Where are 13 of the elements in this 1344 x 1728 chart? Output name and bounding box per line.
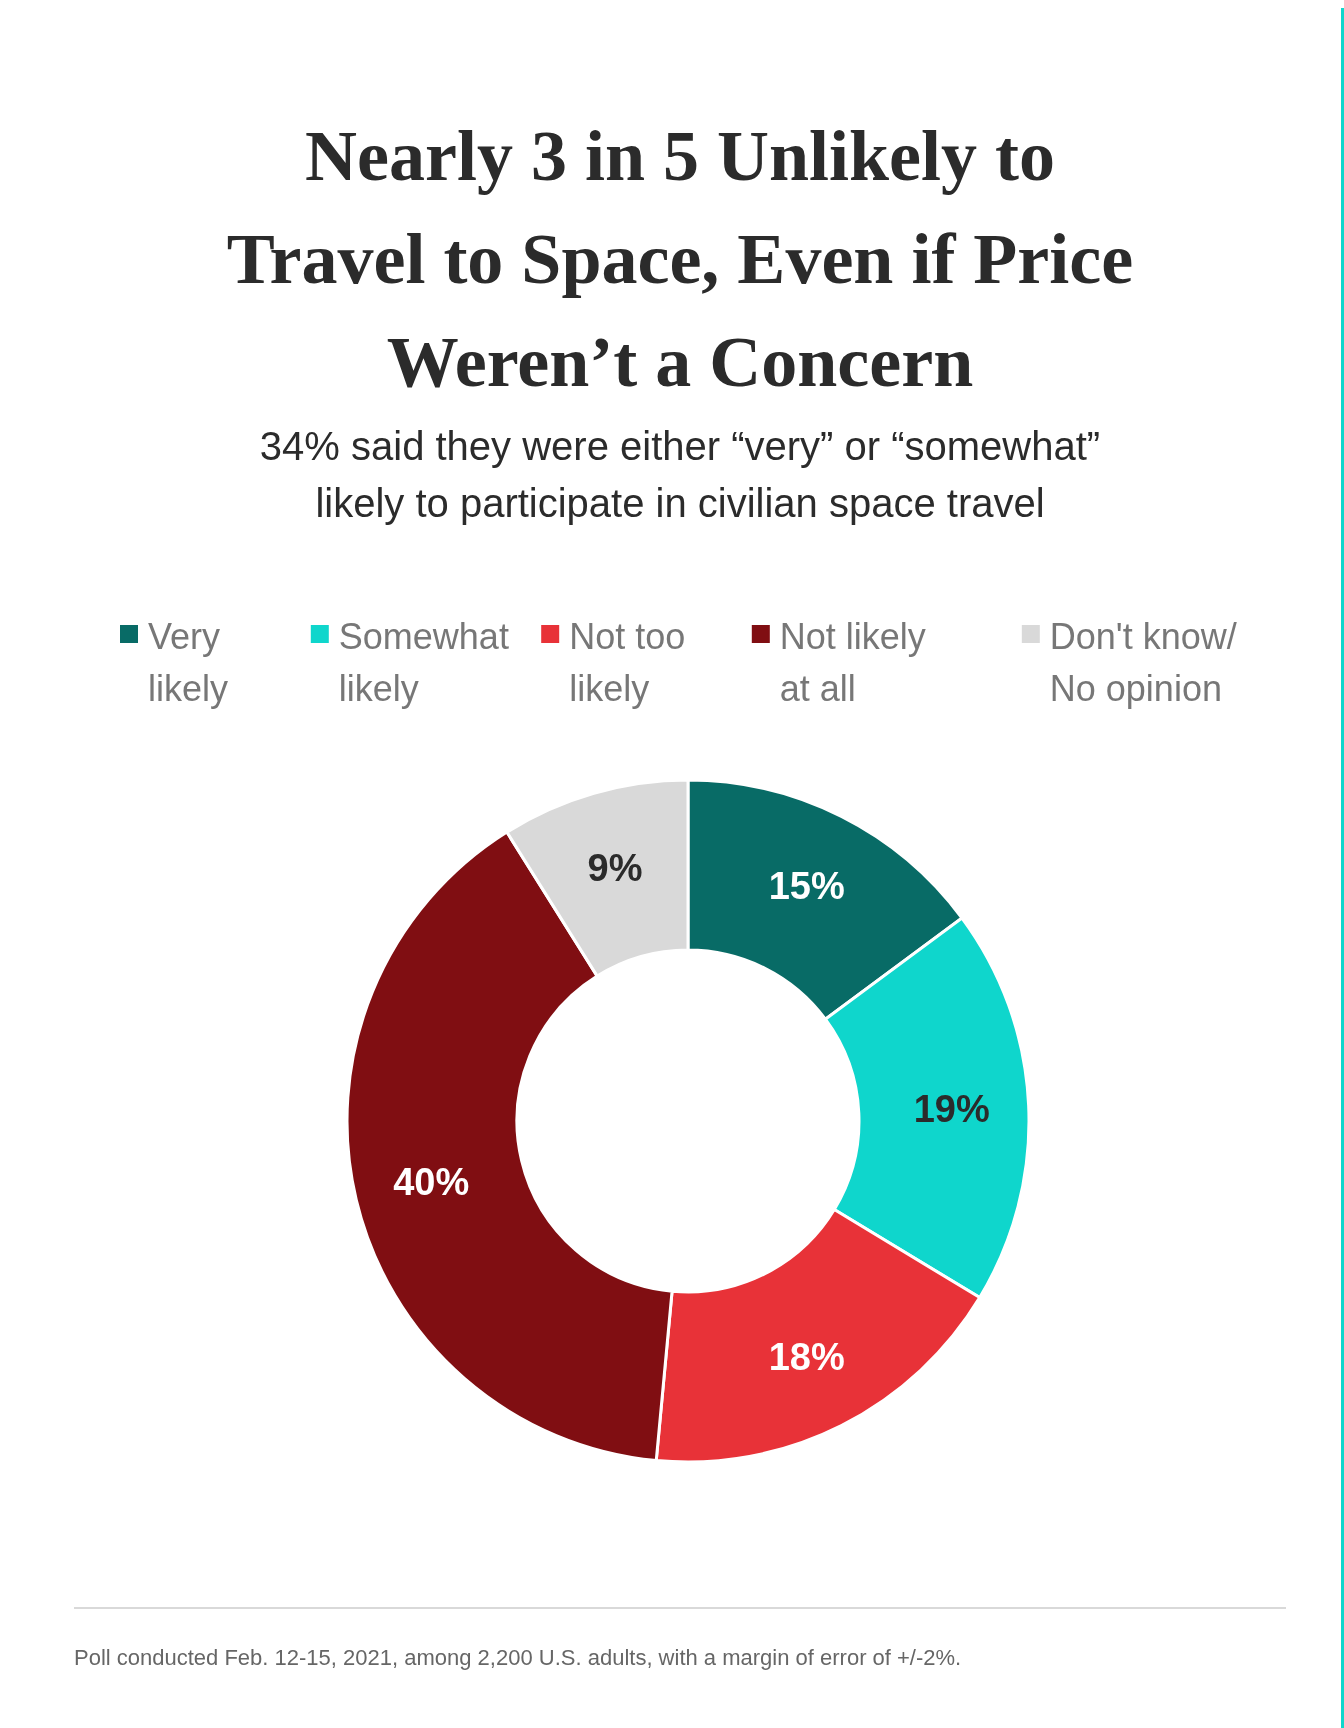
legend-label: Very likely: [148, 616, 229, 709]
data-label: 9%: [587, 846, 643, 889]
data-label: 15%: [768, 864, 845, 907]
chart-subtitle: 34% said they were either “very” or “somewhat” likely to participate in civilian space travel: [259, 424, 1101, 525]
data-label: 18%: [768, 1336, 845, 1379]
text: Poll conducted Feb. 12-15, 2021, among 2,200 U.S. adults, with a margin of error of +/-2%.: [74, 1645, 962, 1670]
legend-label: Don't know/ No opinion: [1049, 616, 1237, 709]
data-label: 40%: [393, 1161, 470, 1204]
data-label: 19%: [913, 1087, 990, 1130]
legend-label: Not too likely: [569, 616, 686, 709]
legend-label: Somewhat likely: [338, 616, 509, 709]
legend-label: Not likely at all: [779, 616, 926, 709]
chart-title: Nearly 3 in 5 Unlikely to Travel to Space, Even if Price Weren’t a Concern: [226, 116, 1134, 402]
